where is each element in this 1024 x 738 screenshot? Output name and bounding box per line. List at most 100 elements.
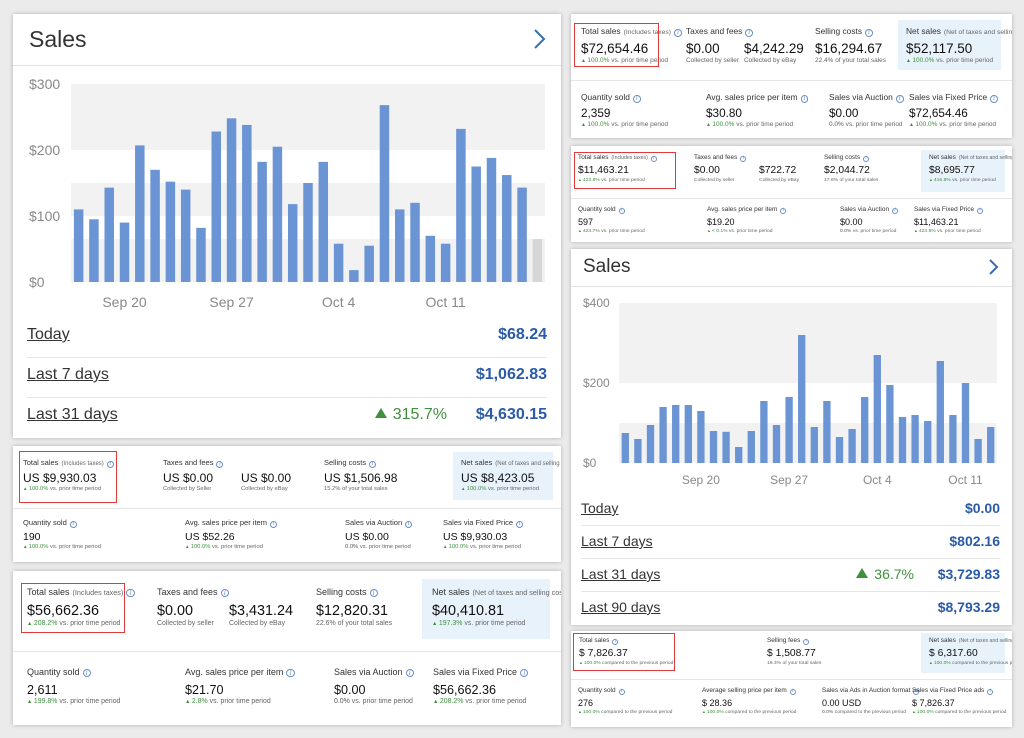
sales-row-last-31-days[interactable]: Last 31 days 36.7% $3,729.83 [581, 559, 1000, 592]
info-icon[interactable]: i [863, 156, 870, 163]
summary-metric: Total sales i $ 7,826.37 ▲ 100.0% compared … [579, 637, 673, 666]
info-icon[interactable]: i [612, 639, 619, 646]
metric-title-text: Sales via Fixed Price [914, 206, 975, 213]
info-icon[interactable]: i [987, 689, 994, 696]
summary-metric: Selling fees i $ 1,508.77 19.3% of your tot… [767, 637, 821, 666]
chevron-right-icon[interactable] [988, 258, 1000, 281]
sales-row-last-90-days[interactable]: Last 90 days $8,793.29 [581, 592, 1000, 625]
info-icon[interactable]: i [803, 639, 810, 646]
info-icon[interactable]: i [745, 29, 754, 37]
metric-title [744, 26, 804, 38]
period-label-7-days[interactable]: Last 7 days [27, 366, 109, 383]
info-icon[interactable]: i [632, 95, 641, 103]
chart-bar [898, 417, 907, 463]
metric-note: ▲ 100.0% compared to the previous period [912, 709, 1006, 715]
chart-bar [73, 209, 84, 282]
chart-bar [272, 146, 283, 282]
info-icon[interactable]: i [216, 461, 224, 468]
summary-metric: Net sales(Net of taxes and selling costs… [929, 154, 1012, 183]
info-icon[interactable]: i [650, 156, 657, 163]
info-icon[interactable]: i [789, 689, 796, 696]
info-icon[interactable]: i [618, 208, 625, 215]
metric-value: $ 1,508.77 [767, 648, 816, 660]
info-icon[interactable]: i [913, 689, 920, 696]
info-icon[interactable]: i [520, 669, 529, 678]
sales-row-last-31-days[interactable]: Last 31 days 315.7% $4,630.15 [27, 398, 547, 438]
chart-bar [924, 421, 932, 463]
metric-note: 0.0% vs. prior time period [334, 698, 414, 705]
chart-bar [823, 401, 831, 463]
info-icon[interactable]: i [286, 669, 295, 678]
metric-title-text: Avg. sales price per item [706, 92, 798, 102]
sales-row-today[interactable]: Today $68.24 [27, 318, 547, 358]
info-icon[interactable]: i [990, 95, 999, 103]
info-icon[interactable]: i [780, 208, 787, 215]
metric-note: ▲ 100.0% vs. prior time period [581, 121, 668, 128]
metric-title-text: Taxes and fees [163, 458, 214, 467]
chart-bar [709, 431, 718, 463]
info-icon[interactable]: i [977, 208, 984, 215]
period-label-7-days[interactable]: Last 7 days [581, 533, 653, 549]
info-icon[interactable]: i [269, 521, 277, 528]
change-percent: 100.0% [466, 486, 487, 492]
sales-row-today[interactable]: Today $0.00 [581, 493, 1000, 526]
info-icon[interactable]: i [220, 589, 229, 598]
summary-metric-detail: Avg. sales price per item i $30.80 ▲ 100.0%… [706, 92, 809, 128]
metric-title: Selling costs i [815, 26, 886, 38]
info-icon[interactable]: i [800, 95, 809, 103]
metric-note: 15.2% of your total sales [324, 486, 397, 492]
metric-title-text: Sales via Fixed Price [433, 667, 518, 677]
info-icon[interactable]: i [369, 461, 377, 468]
metric-title: Quantity sold i [23, 518, 101, 529]
info-icon[interactable]: i [369, 589, 378, 598]
period-label-today[interactable]: Today [581, 500, 619, 516]
period-value-90-days: $8,793.29 [937, 599, 1000, 615]
info-icon[interactable]: i [865, 29, 873, 37]
metric-title-text: Net sales [929, 154, 956, 161]
info-icon[interactable]: i [106, 461, 114, 468]
metric-title [229, 587, 293, 600]
note-text: Collected by seller [157, 619, 214, 627]
metric-title-text: Net sales [461, 458, 493, 467]
metric-value: $30.80 [706, 106, 742, 120]
metric-value: $0.00 [686, 40, 720, 56]
info-icon[interactable]: i [892, 208, 899, 215]
info-icon[interactable]: i [82, 669, 91, 678]
metric-title: Total sales (Includes taxes) i [27, 587, 135, 600]
sales-widget-2-title: Sales [583, 256, 631, 277]
x-axis-tick-label: Sep 27 [209, 294, 254, 310]
change-percent: 100.0% [706, 709, 724, 716]
info-icon[interactable]: i [405, 521, 413, 528]
arrow-up-icon: ▲ [707, 228, 712, 234]
chart-bar [119, 222, 130, 282]
info-icon[interactable]: i [740, 156, 747, 163]
metric-note: ▲ 100.0% vs. prior time period [23, 544, 101, 550]
period-label-31-days[interactable]: Last 31 days [27, 406, 118, 423]
info-icon[interactable]: i [69, 521, 77, 528]
info-icon[interactable]: i [405, 669, 414, 678]
metric-value: $52,117.50 [906, 40, 973, 56]
sales-row-last-7-days[interactable]: Last 7 days $802.16 [581, 526, 1000, 559]
metric-value: 2,611 [27, 682, 58, 697]
info-icon[interactable]: i [126, 589, 135, 598]
note-text: Collected by Seller [163, 486, 212, 492]
chart-bar [226, 118, 237, 282]
chart-bar [257, 161, 267, 282]
info-icon[interactable]: i [618, 689, 625, 696]
metric-note: Collected by seller [157, 620, 229, 627]
change-percent: 197.3% [438, 619, 463, 627]
chevron-right-icon[interactable] [533, 28, 547, 55]
info-icon[interactable]: i [674, 29, 682, 37]
info-icon[interactable]: i [895, 95, 904, 103]
summary-metric: Net sales(Net of taxes and selling costs… [906, 26, 1012, 64]
period-label-today[interactable]: Today [27, 326, 70, 343]
period-label-31-days[interactable]: Last 31 days [581, 566, 661, 582]
chart-bar [886, 385, 894, 463]
period-label-90-days[interactable]: Last 90 days [581, 599, 661, 615]
chart-bar [621, 433, 629, 463]
change-percent: 100.0% [28, 544, 49, 550]
metric-note: ▲ 100.0% vs. prior time period [909, 121, 998, 128]
summary-metric: Total sales (Includes taxes) i $11,463.21 ▲ … [578, 154, 657, 183]
info-icon[interactable]: i [516, 521, 524, 528]
sales-row-last-7-days[interactable]: Last 7 days $1,062.83 [27, 358, 547, 398]
